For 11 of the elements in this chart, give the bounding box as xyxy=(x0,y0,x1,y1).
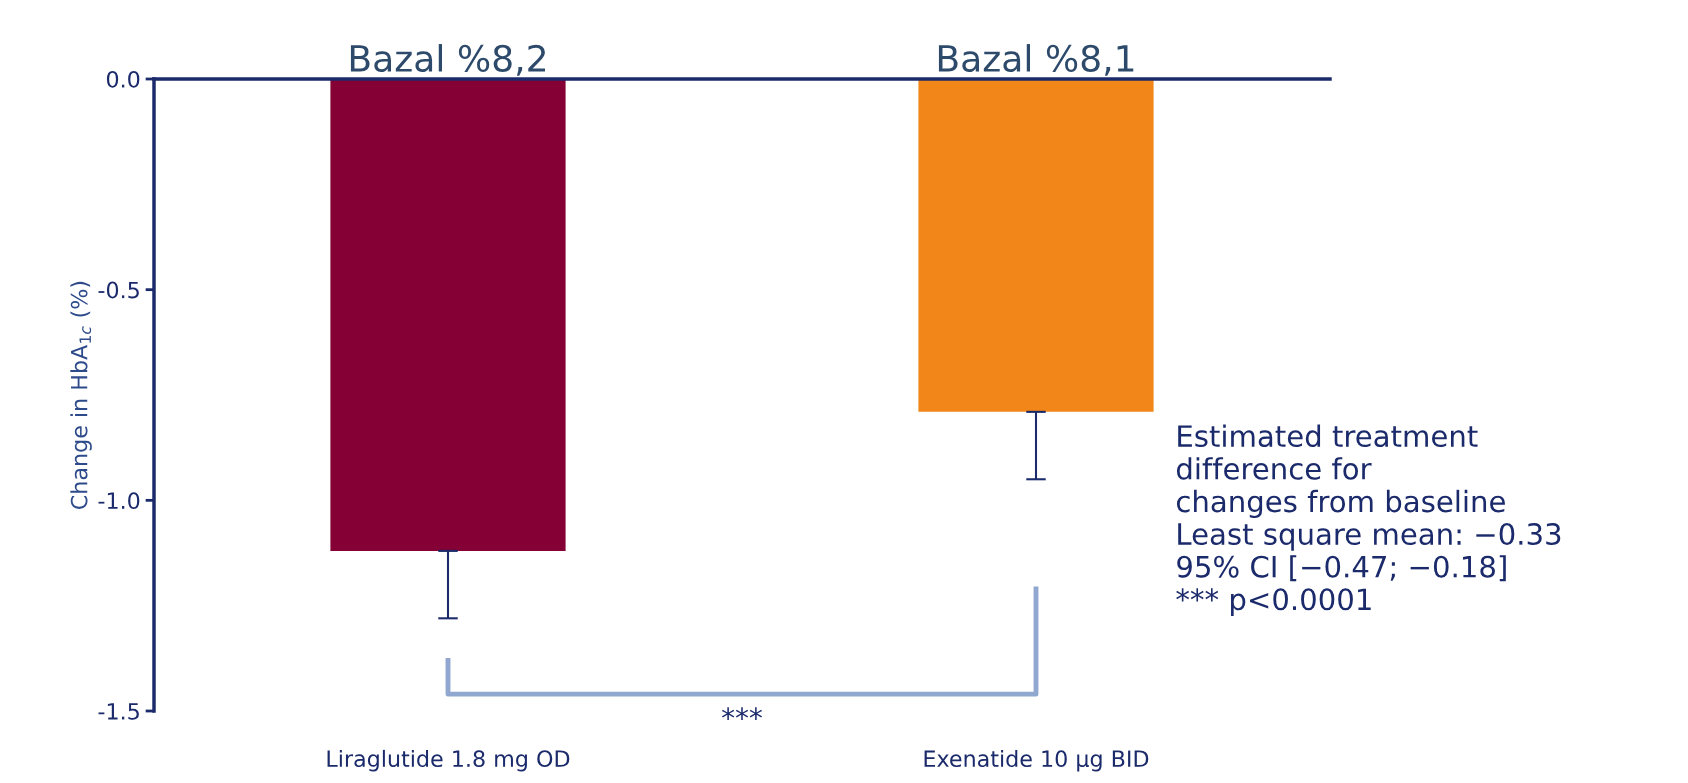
annotation: *** xyxy=(722,707,762,720)
y-tick-label: -1.5 xyxy=(98,703,139,720)
annotation: Estimated treatment difference for changes from baseline Least square mean: −0.33 95% CI [−0.47; −0.18] *** p<0.0001 xyxy=(1176,424,1561,617)
annotation: Bazal %8,2 xyxy=(350,44,545,76)
y-axis-title: Change in HbA$_{1c}$ (%) xyxy=(70,281,92,509)
y-tick-label: 0.0 xyxy=(106,70,140,88)
x-tick-label: Exenatide 10 µg BID xyxy=(924,749,1149,772)
annotation: Bazal %8,1 xyxy=(938,44,1134,76)
y-tick-label: -0.5 xyxy=(98,281,139,299)
x-tick-label: Liraglutide 1.8 mg OD xyxy=(327,749,570,772)
y-tick-label: -1.0 xyxy=(98,492,140,510)
